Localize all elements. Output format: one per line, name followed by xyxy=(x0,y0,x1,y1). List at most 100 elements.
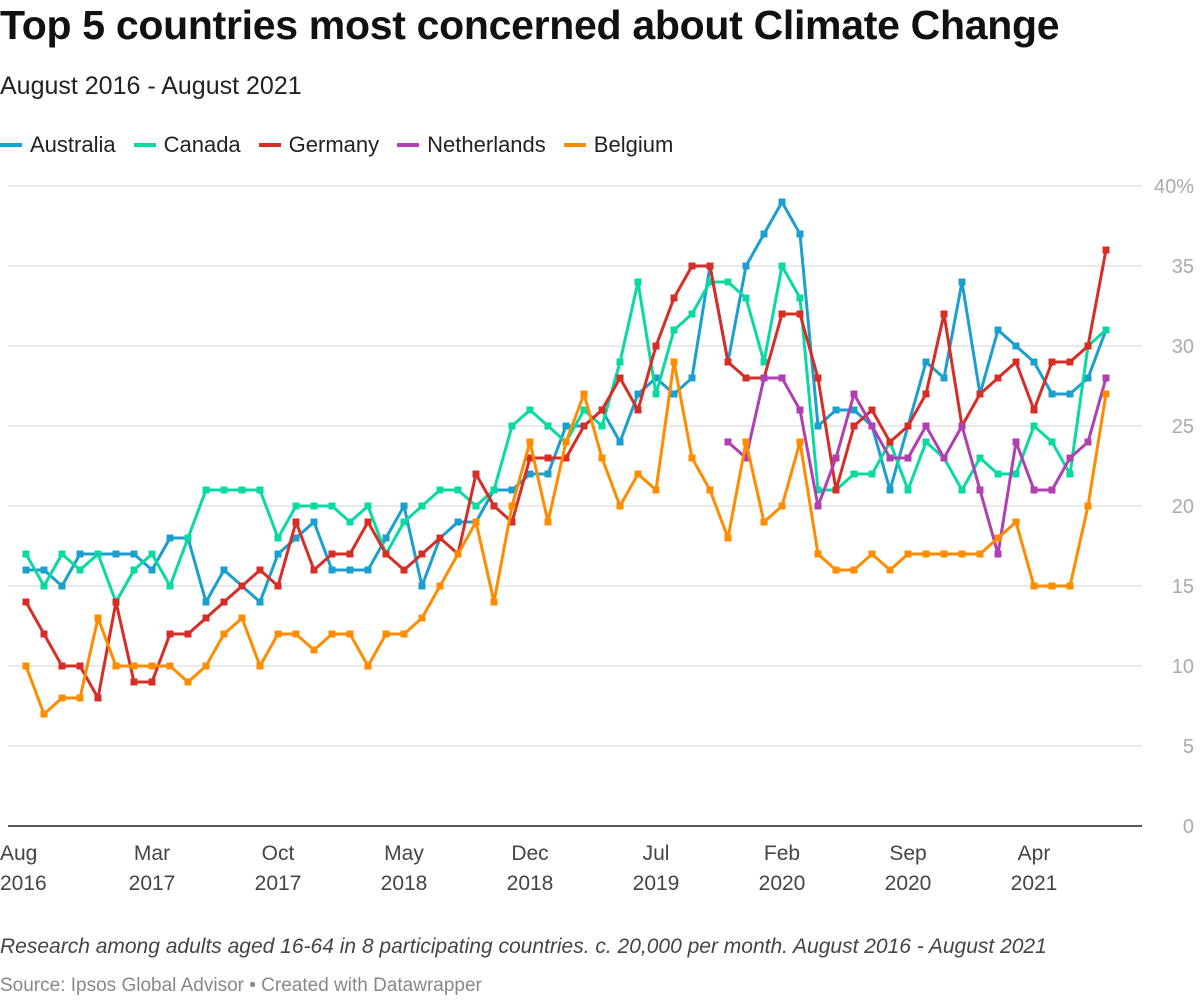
legend-item: Australia xyxy=(0,132,116,158)
data-point xyxy=(22,598,30,606)
data-point xyxy=(940,454,948,462)
legend-label: Canada xyxy=(163,132,241,157)
data-point xyxy=(22,662,30,670)
data-point xyxy=(994,534,1002,542)
y-tick-label: 5 xyxy=(1183,736,1194,758)
data-point xyxy=(580,422,588,430)
data-point xyxy=(364,502,372,510)
data-point xyxy=(238,486,246,494)
data-point xyxy=(814,502,822,510)
data-point xyxy=(904,454,912,462)
data-point xyxy=(994,550,1002,558)
data-point xyxy=(310,646,318,654)
x-tick-label: Feb xyxy=(764,842,800,865)
data-point xyxy=(112,662,120,670)
data-point xyxy=(1048,486,1056,494)
y-tick-label: 10 xyxy=(1172,656,1194,678)
data-point xyxy=(724,534,732,542)
data-point xyxy=(1048,390,1056,398)
x-tick-label: Apr xyxy=(1018,842,1051,865)
data-point xyxy=(922,390,930,398)
data-point xyxy=(256,598,264,606)
data-point xyxy=(1030,582,1038,590)
data-point xyxy=(202,662,210,670)
data-point xyxy=(130,678,138,686)
data-point xyxy=(94,614,102,622)
data-point xyxy=(1066,454,1074,462)
data-point xyxy=(904,550,912,558)
data-point xyxy=(310,518,318,526)
x-tick-label: Sep xyxy=(889,842,926,865)
x-tick-label: May xyxy=(384,842,424,865)
data-point xyxy=(850,566,858,574)
y-tick-label: 0 xyxy=(1183,816,1194,838)
data-point xyxy=(670,294,678,302)
data-point xyxy=(346,566,354,574)
legend-item: Germany xyxy=(258,132,379,158)
data-point xyxy=(346,630,354,638)
data-point xyxy=(1066,358,1074,366)
data-point xyxy=(220,630,228,638)
data-point xyxy=(760,518,768,526)
data-point xyxy=(904,422,912,430)
data-point xyxy=(958,486,966,494)
data-point xyxy=(220,598,228,606)
data-point xyxy=(400,566,408,574)
chart-subtitle: August 2016 - August 2021 xyxy=(0,72,302,100)
data-point xyxy=(688,454,696,462)
data-point xyxy=(76,662,84,670)
data-point xyxy=(274,630,282,638)
data-point xyxy=(382,550,390,558)
data-point xyxy=(778,262,786,270)
data-point xyxy=(184,678,192,686)
data-point xyxy=(94,550,102,558)
data-point xyxy=(814,374,822,382)
data-point xyxy=(364,518,372,526)
data-point xyxy=(598,406,606,414)
y-tick-label: 40% xyxy=(1154,176,1194,198)
data-point xyxy=(868,550,876,558)
data-point xyxy=(1066,582,1074,590)
data-point xyxy=(778,374,786,382)
data-point xyxy=(1012,470,1020,478)
data-point xyxy=(274,534,282,542)
data-point xyxy=(922,438,930,446)
data-point xyxy=(760,358,768,366)
data-point xyxy=(616,438,624,446)
data-point xyxy=(742,374,750,382)
data-point xyxy=(886,566,894,574)
data-point xyxy=(976,486,984,494)
data-point xyxy=(40,630,48,638)
data-point xyxy=(382,630,390,638)
data-point xyxy=(346,518,354,526)
data-point xyxy=(1012,342,1020,350)
legend-swatch xyxy=(563,143,586,147)
data-point xyxy=(58,550,66,558)
data-point xyxy=(472,518,480,526)
data-point xyxy=(1084,438,1092,446)
data-point xyxy=(868,422,876,430)
data-point xyxy=(328,630,336,638)
x-tick-label: 2020 xyxy=(885,872,932,895)
y-axis-ticks: 40% 35 30 25 20 15 10 5 0 xyxy=(1154,176,1194,838)
legend-label: Netherlands xyxy=(427,132,546,157)
y-tick-label: 30 xyxy=(1172,336,1194,358)
data-point xyxy=(580,390,588,398)
series-belgium xyxy=(22,358,1110,718)
data-point xyxy=(598,454,606,462)
data-point xyxy=(256,486,264,494)
data-point xyxy=(994,470,1002,478)
x-tick-label: 2020 xyxy=(759,872,806,895)
data-point xyxy=(796,406,804,414)
data-point xyxy=(832,486,840,494)
data-point xyxy=(364,662,372,670)
data-point xyxy=(526,406,534,414)
data-point xyxy=(184,534,192,542)
data-point xyxy=(544,518,552,526)
data-point xyxy=(1084,502,1092,510)
data-point xyxy=(1048,582,1056,590)
gridlines xyxy=(8,185,1142,827)
data-point xyxy=(400,518,408,526)
data-point xyxy=(1012,518,1020,526)
